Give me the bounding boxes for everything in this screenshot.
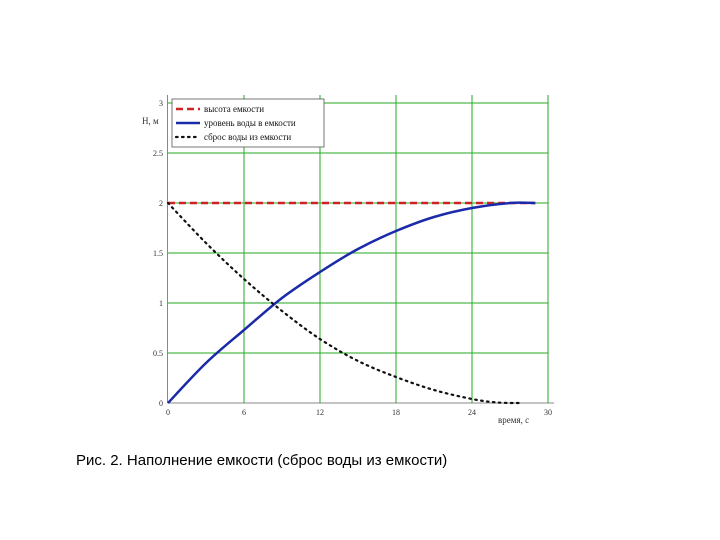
y-tick-label: 2.5 xyxy=(153,149,163,158)
figure-caption: Рис. 2. Наполнение емкости (сброс воды и… xyxy=(76,452,448,469)
x-tick-label: 24 xyxy=(468,408,476,417)
x-tick-label: 18 xyxy=(392,408,400,417)
y-axis-label: Н, м xyxy=(142,116,159,126)
legend-label-3: сброс воды из емкости xyxy=(204,132,291,142)
x-tick-label: 0 xyxy=(166,408,170,417)
legend-label-1: высота емкости xyxy=(204,104,264,114)
y-tick-label: 3 xyxy=(159,99,163,108)
series-lines xyxy=(166,201,536,405)
series-line-2 xyxy=(167,201,536,404)
y-tick-label: 2 xyxy=(159,199,163,208)
x-tick-label: 6 xyxy=(242,408,246,417)
x-tick-label: 12 xyxy=(316,408,324,417)
x-tick-label: 30 xyxy=(544,408,552,417)
y-tick-label: 1 xyxy=(159,299,163,308)
series-line-3 xyxy=(166,201,524,405)
y-tick-label: 0 xyxy=(159,399,163,408)
legend-label-2: уровень воды в емкости xyxy=(204,118,296,128)
y-tick-label: 1.5 xyxy=(153,249,163,258)
x-axis-label: время, с xyxy=(498,415,529,425)
y-tick-label: 0.5 xyxy=(153,349,163,358)
line-chart: 0 6 12 18 24 30 0 0.5 1 1.5 2 2.5 3 Н, м время, с вы… xyxy=(142,95,554,425)
tick-labels: 0 6 12 18 24 30 0 0.5 1 1.5 2 2.5 3 xyxy=(153,99,552,417)
chart-container: 0 6 12 18 24 30 0 0.5 1 1.5 2 2.5 3 Н, м время, с вы… xyxy=(136,88,566,430)
legend: высота емкости уровень воды в емкости сбро… xyxy=(171,98,325,148)
